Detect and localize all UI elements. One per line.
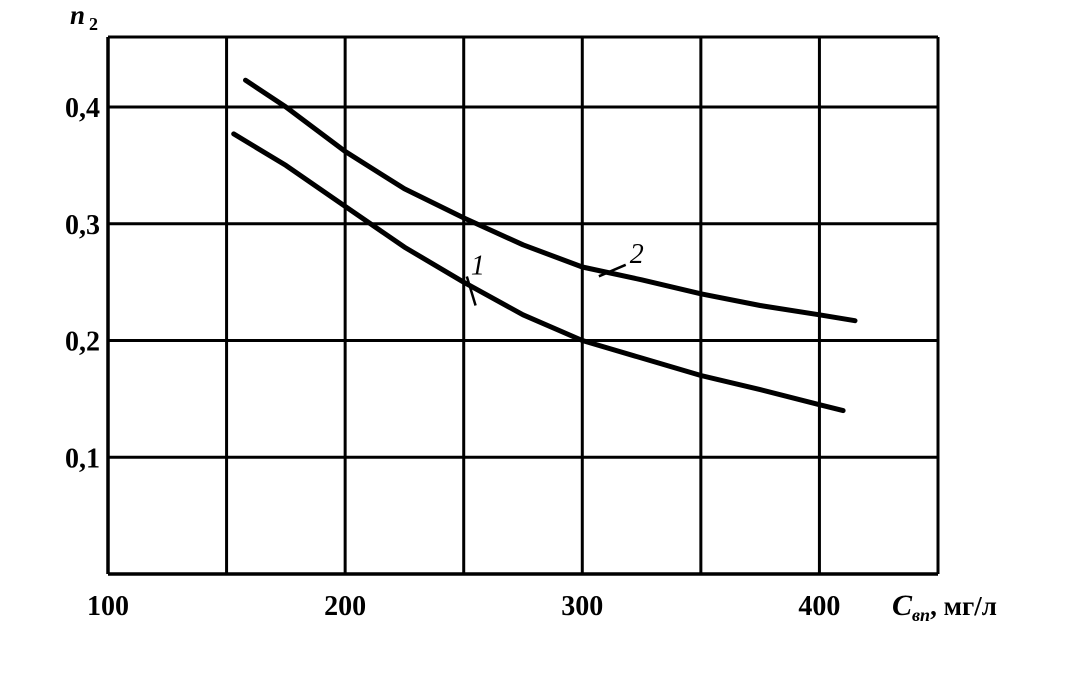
- x-axis-label-sub: вп: [912, 605, 930, 625]
- y-tick-label: 0,1: [65, 443, 100, 474]
- series-2-line: [243, 77, 858, 324]
- grid: [106, 35, 940, 576]
- x-axis-label-unit: , мг/л: [930, 591, 997, 621]
- x-tick-label: 300: [561, 591, 603, 622]
- x-tick-label: 400: [798, 591, 840, 622]
- tick-labels: 100 200 300 400 0,1 0,2 0,3 0,4: [65, 93, 840, 622]
- series-1-line: [231, 131, 846, 414]
- y-tick-label: 0,3: [65, 210, 100, 241]
- x-axis-label: Cвп, мг/л: [892, 589, 997, 625]
- series-2-leader: [598, 263, 627, 278]
- y-tick-label: 0,2: [65, 327, 100, 358]
- y-axis-label-sub: 2: [89, 14, 98, 34]
- y-tick-label: 0,4: [65, 93, 100, 124]
- x-tick-label: 100: [87, 591, 129, 622]
- series-1-leader: [465, 276, 477, 306]
- x-tick-label: 200: [324, 591, 366, 622]
- series-2-label: 2: [630, 239, 644, 270]
- series-1-label: 1: [471, 250, 485, 281]
